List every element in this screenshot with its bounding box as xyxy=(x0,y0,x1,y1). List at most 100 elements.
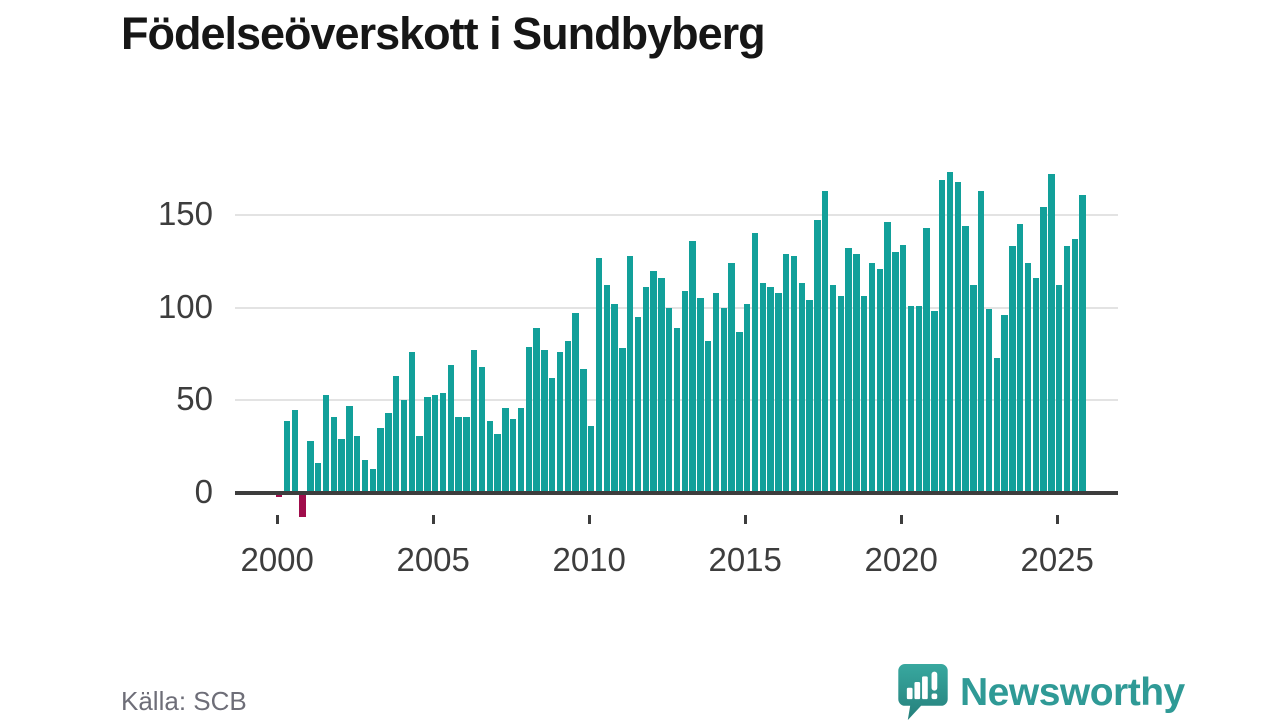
bar xyxy=(666,307,673,493)
x-axis-label: 2005 xyxy=(396,541,470,578)
bar xyxy=(884,222,891,493)
bar xyxy=(993,357,1000,493)
bar xyxy=(1017,224,1024,493)
bar xyxy=(486,420,493,493)
bar xyxy=(814,220,821,493)
bar xyxy=(642,287,649,493)
bar xyxy=(861,296,868,493)
bar xyxy=(322,394,330,493)
bar xyxy=(853,253,860,493)
bar xyxy=(946,172,954,493)
bar xyxy=(393,376,400,493)
bar xyxy=(650,270,657,493)
bar xyxy=(1024,263,1032,493)
bar xyxy=(931,311,938,493)
bar xyxy=(549,378,556,493)
bar xyxy=(447,365,454,493)
x-axis-line xyxy=(235,491,1118,495)
bar xyxy=(525,346,532,493)
x-axis-tick xyxy=(1055,515,1059,524)
bar xyxy=(283,420,291,493)
bar xyxy=(478,366,486,493)
bar xyxy=(1063,246,1071,493)
newsworthy-wordmark: Newsworthy xyxy=(960,670,1185,714)
bar xyxy=(822,190,829,493)
bar xyxy=(330,416,337,493)
bar xyxy=(1048,174,1055,493)
x-axis-label: 2000 xyxy=(240,541,314,578)
bar xyxy=(385,413,392,493)
bar xyxy=(424,396,431,493)
bar xyxy=(369,468,376,493)
bar xyxy=(978,190,985,493)
bar xyxy=(439,392,447,493)
bar xyxy=(533,327,540,493)
bar xyxy=(291,409,298,493)
bar xyxy=(619,348,626,493)
y-axis-label: 100 xyxy=(157,287,213,325)
bar xyxy=(541,350,548,493)
bar xyxy=(1009,246,1016,493)
bar xyxy=(673,327,681,493)
x-axis-tick xyxy=(587,515,591,524)
bar xyxy=(829,285,837,493)
bar xyxy=(502,407,509,493)
bar xyxy=(876,268,883,493)
bar xyxy=(751,233,759,493)
x-axis-tick xyxy=(275,515,279,524)
bar xyxy=(985,309,993,493)
bar xyxy=(588,426,595,493)
chart-title: Födelseöverskott i Sundbyberg xyxy=(121,8,766,59)
bar xyxy=(658,277,665,493)
bar xyxy=(744,303,751,493)
bar xyxy=(338,439,345,493)
bar xyxy=(962,226,969,493)
bar xyxy=(361,459,369,493)
bar xyxy=(510,418,517,493)
bar xyxy=(798,283,805,493)
bar xyxy=(954,181,961,493)
bar xyxy=(681,290,688,493)
bar xyxy=(736,331,743,493)
bar xyxy=(471,350,478,493)
x-axis-label: 2020 xyxy=(864,541,938,578)
bar xyxy=(634,316,642,493)
bar xyxy=(494,433,501,493)
bar xyxy=(689,240,696,493)
bar xyxy=(915,305,922,493)
bar xyxy=(1056,285,1063,493)
bar xyxy=(939,179,946,493)
bar xyxy=(580,368,587,493)
x-axis-label: 2025 xyxy=(1020,541,1094,578)
bar xyxy=(720,307,727,493)
gridline-150 xyxy=(235,213,1118,216)
bar xyxy=(697,298,704,493)
bar xyxy=(517,407,525,493)
bar xyxy=(354,435,361,493)
bar xyxy=(1079,194,1086,493)
bar xyxy=(603,285,610,493)
bar xyxy=(868,263,876,493)
newsworthy-logo: Newsworthy xyxy=(898,664,1185,720)
bar xyxy=(759,283,766,493)
bar xyxy=(455,416,462,493)
y-axis-label: 50 xyxy=(176,380,213,418)
bar xyxy=(315,463,322,493)
bar xyxy=(1040,207,1047,493)
y-axis-label: 150 xyxy=(157,194,213,232)
bar xyxy=(837,296,844,493)
bar xyxy=(463,416,470,493)
bar xyxy=(556,352,564,493)
bar xyxy=(892,251,899,493)
bar xyxy=(900,244,907,493)
bar xyxy=(970,285,977,493)
bar xyxy=(377,428,384,493)
bar xyxy=(1071,239,1078,493)
bar xyxy=(767,287,774,493)
bar xyxy=(712,292,720,493)
bar xyxy=(299,493,306,518)
bar xyxy=(572,313,579,493)
bar xyxy=(564,340,571,493)
y-axis-label: 0 xyxy=(194,473,213,510)
